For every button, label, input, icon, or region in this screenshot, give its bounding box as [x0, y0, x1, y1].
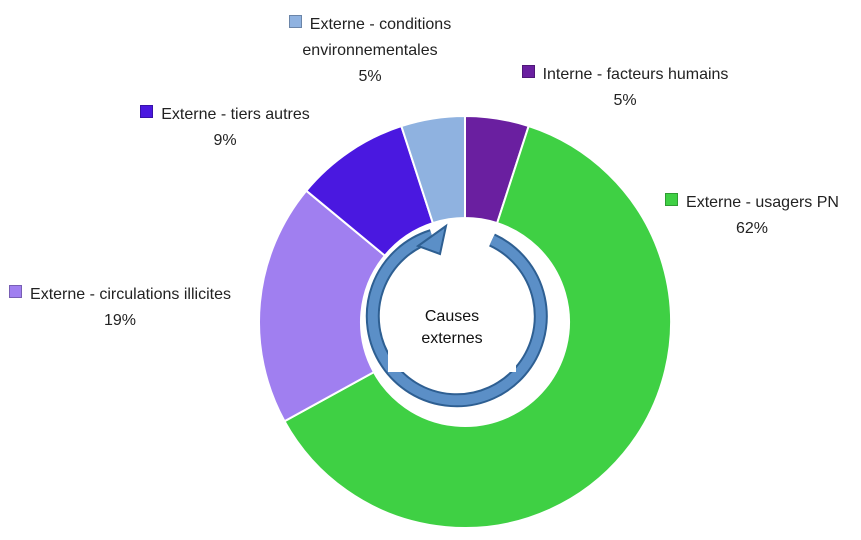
data-label: Interne - facteurs humains 5% [520, 62, 730, 114]
donut-segment [400, 114, 466, 225]
value-label: 19% [103, 312, 137, 329]
legend-label: Interne - facteurs humains [542, 66, 729, 83]
value-label: 5% [613, 92, 637, 109]
legend-label: Externe - tiers autres [161, 106, 310, 123]
cycle-arrow [367, 231, 546, 406]
legend-label: Externe - circulations illicites [30, 286, 231, 303]
label-name: Externe - usagers PN [642, 190, 861, 216]
annotation-line: Causes [424, 308, 480, 325]
legend-swatch [521, 65, 535, 78]
legend-swatch [665, 193, 679, 206]
donut-segment [283, 124, 672, 529]
label-name: Externe - tiers autres [130, 102, 320, 128]
value-label: 9% [213, 132, 237, 149]
legend-label: Externe - usagers PN [686, 194, 839, 211]
legend-swatch [140, 105, 154, 118]
data-label: Externe - conditions environnementales 5% [240, 12, 500, 90]
data-label: Externe - circulations illicites 19% [0, 282, 240, 334]
data-label: Externe - tiers autres 9% [130, 102, 320, 154]
annotation-line: externes [421, 330, 483, 347]
label-name: Externe - conditions environnementales [240, 12, 500, 64]
donut-segment [258, 189, 387, 423]
arrow-head [415, 223, 448, 256]
annotation: Causes externes [388, 300, 516, 372]
label-name: Interne - facteurs humains [520, 62, 730, 88]
data-label: Externe - usagers PN 62% [642, 190, 861, 242]
label-name: Externe - circulations illicites [0, 282, 240, 308]
legend-swatch [9, 285, 23, 298]
legend-label: Externe - conditions environnementales [302, 16, 452, 59]
legend-swatch [288, 15, 302, 28]
value-label: 62% [735, 220, 769, 237]
value-label: 5% [358, 68, 382, 85]
